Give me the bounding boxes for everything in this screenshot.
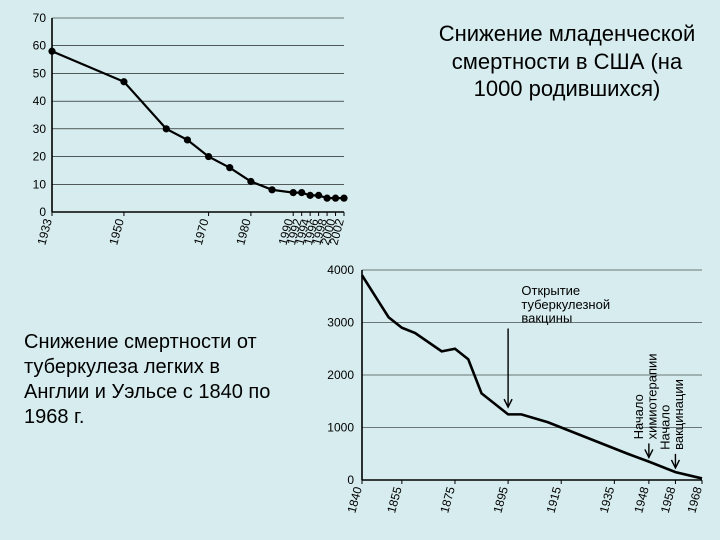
- x-tick-label: 1895: [491, 485, 512, 515]
- data-marker: [298, 189, 305, 196]
- annotation-text: Открытиетуберкулезнойвакцины: [521, 283, 610, 325]
- x-tick-label: 1933: [34, 217, 55, 247]
- data-marker: [340, 195, 347, 202]
- annotation-text: Началовакцинации: [657, 379, 686, 450]
- y-tick-label: 70: [33, 11, 47, 25]
- y-tick-label: 40: [33, 94, 47, 108]
- x-tick-label: 1915: [544, 485, 565, 515]
- x-tick-label: 1950: [106, 217, 127, 247]
- data-marker: [226, 164, 233, 171]
- x-tick-label: 1855: [384, 485, 405, 515]
- data-marker: [205, 153, 212, 160]
- data-marker: [323, 195, 330, 202]
- data-marker: [48, 48, 55, 55]
- data-marker: [332, 195, 339, 202]
- y-tick-label: 0: [347, 473, 354, 487]
- y-tick-label: 20: [33, 150, 47, 164]
- y-tick-label: 0: [39, 205, 46, 219]
- data-marker: [315, 192, 322, 199]
- y-tick-label: 4000: [327, 263, 354, 277]
- title-us-infant-mortality: Снижение младенческой смертности в США (…: [432, 20, 702, 103]
- annotation-text: Началохимиотерапии: [631, 353, 660, 439]
- x-tick-label: 1840: [344, 485, 365, 515]
- data-marker: [120, 78, 127, 85]
- x-tick-label: 1968: [684, 485, 705, 515]
- y-tick-label: 10: [33, 177, 47, 191]
- data-marker: [247, 178, 254, 185]
- data-marker: [184, 136, 191, 143]
- title-tb-mortality: Снижение смертности от туберкулеза легки…: [24, 330, 284, 430]
- x-tick-label: 1875: [437, 485, 458, 515]
- x-tick-label: 1958: [658, 485, 679, 515]
- y-tick-label: 30: [33, 122, 47, 136]
- x-tick-label: 1980: [233, 217, 254, 247]
- y-tick-label: 2000: [327, 368, 354, 382]
- y-tick-label: 50: [33, 66, 47, 80]
- y-tick-label: 1000: [327, 421, 354, 435]
- y-tick-label: 3000: [327, 316, 354, 330]
- x-tick-label: 1948: [631, 485, 652, 515]
- data-marker: [268, 186, 275, 193]
- data-marker: [307, 192, 314, 199]
- x-tick-label: 1970: [191, 217, 212, 247]
- chart-tb-mortality: 0 1000 2000 3000 4000 1840 1855 1875 1895 1915 193…: [308, 260, 708, 536]
- x-tick-label: 1935: [597, 485, 618, 515]
- chart-us-infant-mortality: 0102030405060701933195019701980199019921…: [14, 8, 354, 268]
- y-tick-label: 60: [33, 39, 47, 53]
- data-marker: [163, 125, 170, 132]
- data-marker: [290, 189, 297, 196]
